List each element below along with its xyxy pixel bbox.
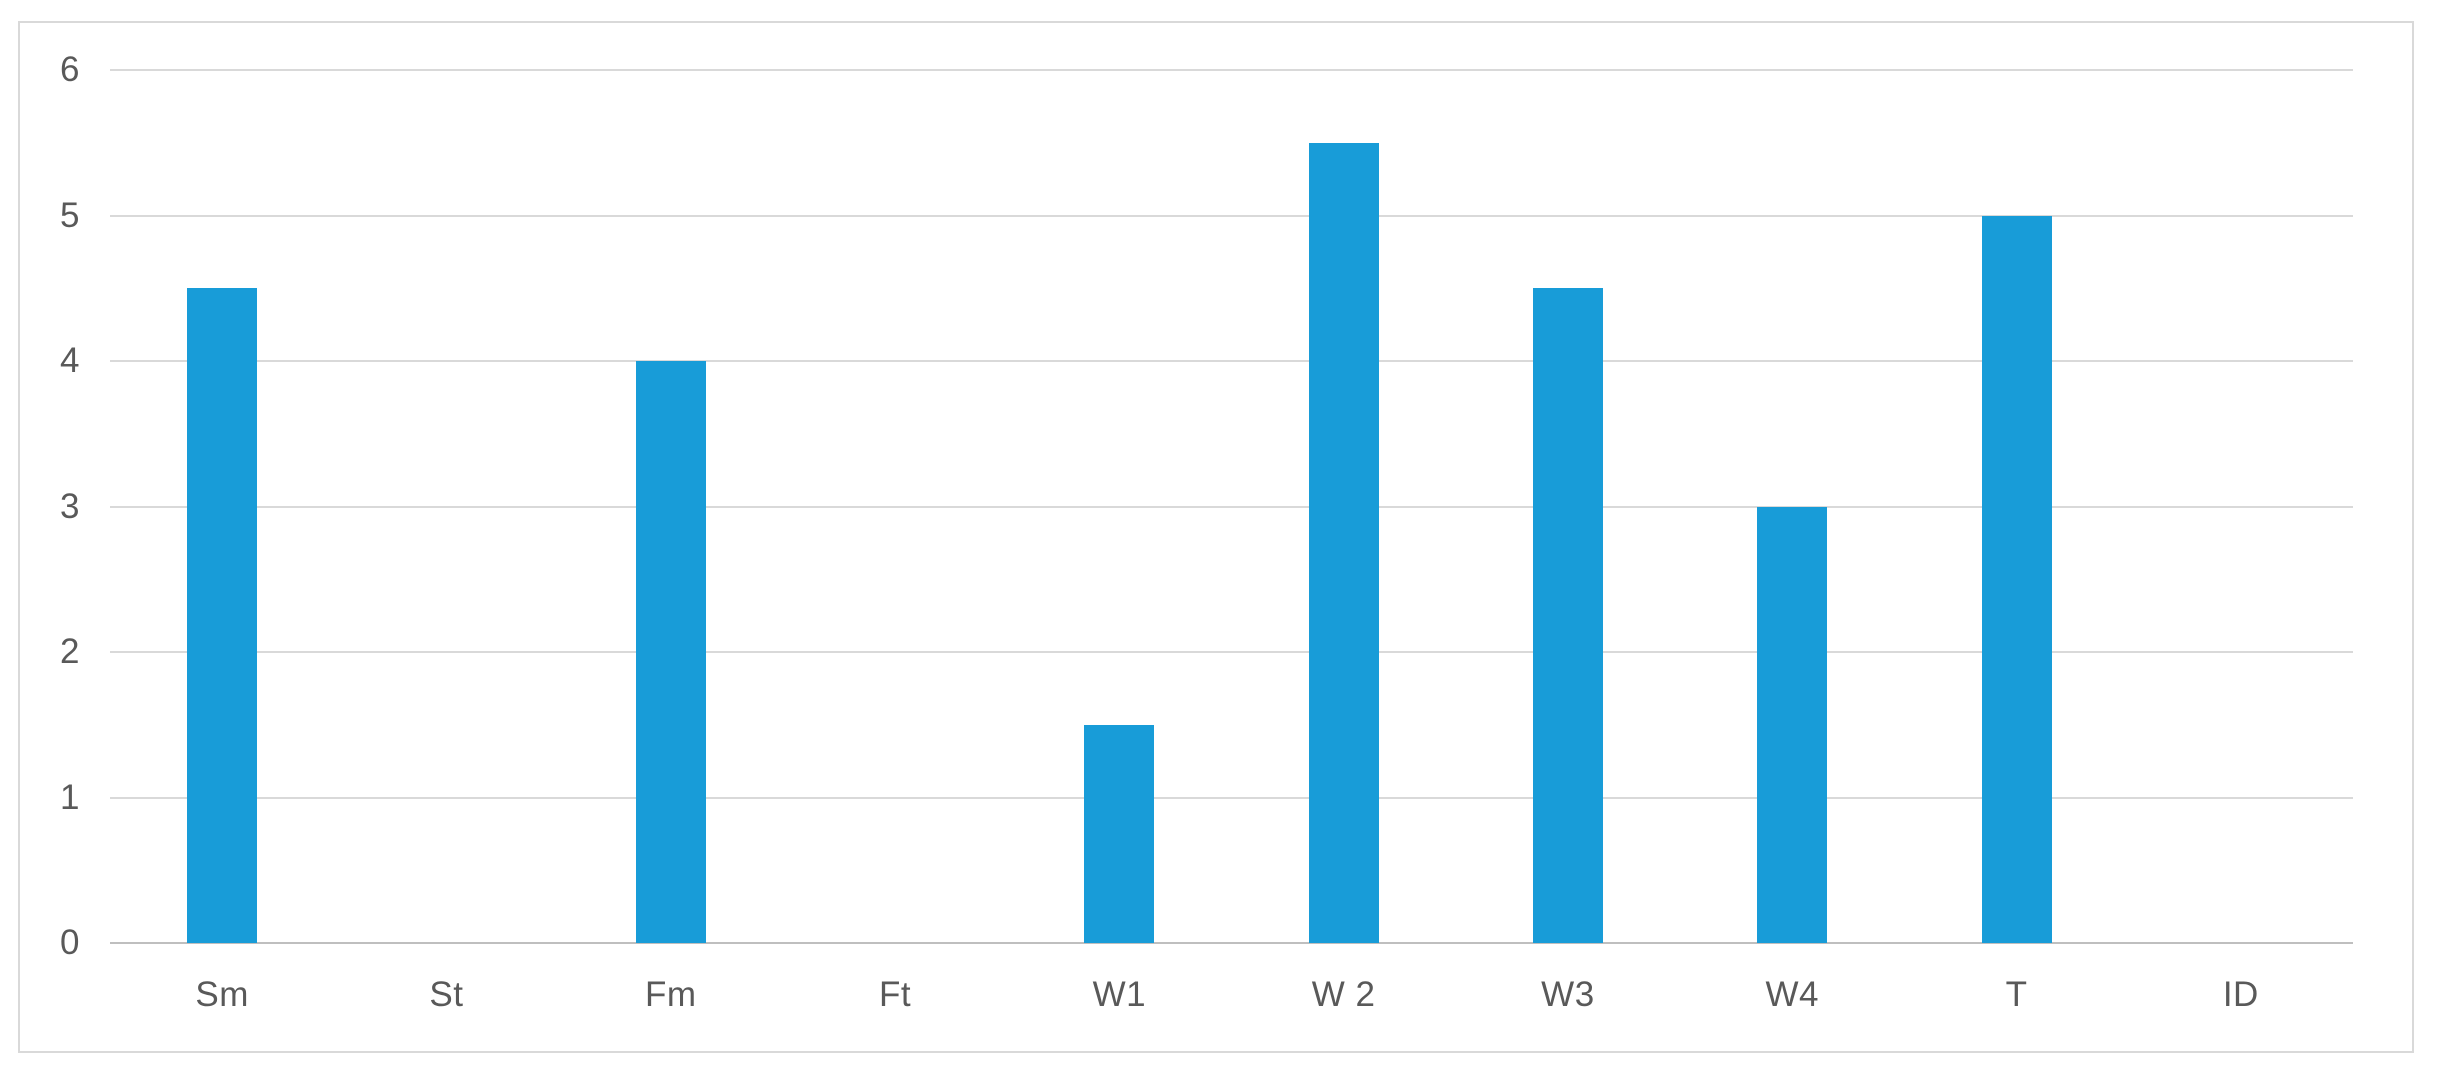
x-tick-label-w3: W3 — [1541, 975, 1595, 1014]
bar-slot-st — [334, 70, 558, 943]
y-tick-label-1: 1 — [60, 777, 80, 817]
y-tick-label-6: 6 — [60, 50, 80, 89]
bar-w2 — [1308, 142, 1379, 943]
chart-frame: 0 1 2 3 4 5 6 Sm St Fm Ft W1 W 2 W3 W4 T ID — [18, 21, 2414, 1053]
x-axis-category-labels: Sm St Fm Ft W1 W 2 W3 W4 T ID — [110, 975, 2353, 1015]
bar-slot-w3 — [1456, 70, 1680, 943]
x-tick-label-w2: W 2 — [1311, 975, 1376, 1014]
y-tick-label-3: 3 — [60, 486, 80, 526]
bar-slot-ft — [783, 70, 1007, 943]
bar-w4 — [1757, 506, 1828, 943]
bar-slot-w4 — [1680, 70, 1904, 943]
bar-w3 — [1532, 288, 1603, 943]
y-tick-label-5: 5 — [60, 195, 80, 235]
x-tick-label-sm: Sm — [195, 975, 249, 1014]
x-tick-label-w1: W1 — [1092, 975, 1147, 1014]
bar-slot-t — [1904, 70, 2128, 943]
y-tick-label-0: 0 — [60, 923, 80, 962]
y-tick-label-4: 4 — [60, 341, 80, 380]
x-tick-label-ft: Ft — [878, 975, 912, 1014]
x-tick-label-fm: Fm — [644, 975, 697, 1014]
x-tick-label-st: St — [429, 975, 464, 1014]
bar-t — [1981, 215, 2052, 943]
bar-w1 — [1084, 724, 1155, 943]
bar-slot-id — [2129, 70, 2353, 943]
y-tick-label-2: 2 — [60, 632, 80, 671]
plot-area — [110, 70, 2353, 943]
bar-slot-sm — [110, 70, 334, 943]
bar-slot-w1 — [1007, 70, 1231, 943]
x-tick-label-id: ID — [2222, 975, 2259, 1014]
bar-fm — [635, 361, 706, 943]
x-tick-label-w4: W4 — [1765, 975, 1819, 1014]
bar-slot-fm — [559, 70, 783, 943]
bar-sm — [187, 288, 258, 943]
bar-slot-w2 — [1231, 70, 1455, 943]
x-tick-label-t: T — [2005, 975, 2028, 1014]
